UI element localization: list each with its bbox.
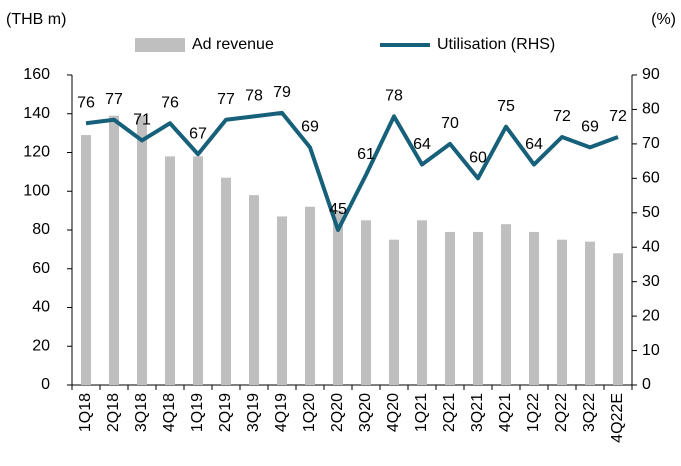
y-tick-label: 160 (23, 66, 50, 83)
x-tick-label: 4Q18 (161, 393, 178, 432)
x-tick-label: 4Q21 (497, 393, 514, 432)
bar (613, 253, 623, 385)
data-label: 76 (77, 94, 95, 111)
x-tick-label: 4Q19 (273, 393, 290, 432)
bar (501, 224, 511, 385)
y-tick-label: 80 (32, 221, 50, 238)
bar (221, 177, 231, 385)
x-tick-label: 3Q22 (581, 393, 598, 432)
y2-tick-label: 80 (642, 101, 660, 118)
x-tick-label: 3Q21 (469, 393, 486, 432)
data-label: 71 (133, 112, 151, 129)
x-tick-label: 1Q18 (77, 393, 94, 432)
y-tick-label: 40 (32, 299, 50, 316)
y2-axis-label: (%) (651, 11, 676, 28)
y2-tick-label: 40 (642, 238, 660, 255)
y-tick-label: 0 (41, 376, 50, 393)
y-axis-label: (THB m) (6, 11, 66, 28)
x-tick-label: 4Q22E (609, 393, 626, 443)
y2-tick-label: 50 (642, 204, 660, 221)
y-tick-label: 60 (32, 260, 50, 277)
y2-tick-label: 10 (642, 342, 660, 359)
y2-tick-label: 0 (642, 376, 651, 393)
data-label: 75 (497, 98, 515, 115)
bar (473, 231, 483, 385)
legend-swatch (135, 38, 185, 52)
data-label: 64 (525, 136, 543, 153)
bar (333, 210, 343, 385)
x-tick-label: 2Q21 (441, 393, 458, 432)
data-label: 78 (245, 88, 263, 105)
legend-label: Ad revenue (192, 36, 274, 53)
data-label: 72 (553, 108, 571, 125)
x-tick-label: 3Q20 (357, 393, 374, 432)
data-label: 77 (105, 91, 123, 108)
data-label: 69 (301, 119, 319, 136)
line (85, 110, 619, 232)
y2-tick-label: 20 (642, 307, 660, 324)
bar (445, 231, 455, 385)
data-label: 77 (217, 91, 235, 108)
x-tick-label: 1Q19 (189, 393, 206, 432)
data-label: 67 (189, 125, 207, 142)
x-tick-label: 3Q18 (133, 393, 150, 432)
x-tick-label: 2Q22 (553, 393, 570, 432)
data-label: 76 (161, 94, 179, 111)
x-tick-label: 2Q20 (329, 393, 346, 432)
bar (389, 239, 399, 385)
bar (137, 115, 147, 385)
y-tick-label: 100 (23, 182, 50, 199)
data-label: 45 (329, 201, 347, 218)
bar (361, 220, 371, 385)
y2-tick-label: 30 (642, 273, 660, 290)
y2-tick-label: 70 (642, 135, 660, 152)
bar (529, 231, 539, 385)
legend-label: Utilisation (RHS) (437, 36, 555, 53)
data-label: 78 (385, 88, 403, 105)
bar (305, 206, 315, 385)
x-tick-label: 1Q20 (301, 393, 318, 432)
bar (585, 241, 595, 385)
data-label: 79 (273, 84, 291, 101)
data-label: 69 (581, 119, 599, 136)
y-tick-label: 140 (23, 105, 50, 122)
y2-tick-label: 60 (642, 170, 660, 187)
x-tick-label: 1Q21 (413, 393, 430, 432)
data-label: 70 (441, 115, 459, 132)
bar (81, 135, 91, 385)
bar (249, 195, 259, 385)
data-label: 61 (357, 146, 375, 163)
bar (557, 239, 567, 385)
data-label: 72 (609, 108, 627, 125)
y2-tick-label: 90 (642, 66, 660, 83)
bar (193, 156, 203, 385)
bar (109, 115, 119, 385)
y-tick-label: 120 (23, 144, 50, 161)
x-tick-label: 4Q20 (385, 393, 402, 432)
bar (277, 216, 287, 385)
x-tick-label: 2Q18 (105, 393, 122, 432)
x-tick-label: 1Q22 (525, 393, 542, 432)
data-label: 64 (413, 136, 431, 153)
bar (417, 220, 427, 385)
x-tick-label: 2Q19 (217, 393, 234, 432)
data-label: 60 (469, 150, 487, 167)
x-tick-label: 3Q19 (245, 393, 262, 432)
y-tick-label: 20 (32, 337, 50, 354)
bar (165, 156, 175, 385)
